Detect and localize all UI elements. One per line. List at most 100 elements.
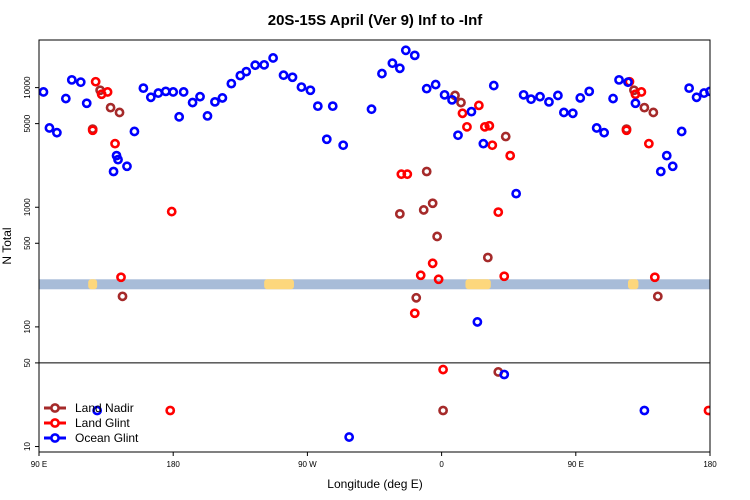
ocean-glint-point — [466, 106, 477, 117]
ocean-glint-point — [168, 87, 179, 97]
x-tick-label: 180 — [167, 460, 181, 469]
land-nadir-point — [427, 198, 438, 209]
land-surface-band — [264, 279, 294, 290]
legend-marker — [50, 403, 60, 413]
ocean-glint-point — [296, 82, 307, 92]
ocean-glint-point — [691, 92, 702, 103]
ocean-glint-point — [108, 166, 119, 177]
ocean-glint-point — [241, 66, 252, 77]
land-glint-point — [457, 108, 468, 119]
land-nadir-point — [500, 131, 511, 142]
ocean-glint-point — [51, 127, 62, 138]
land-nadir-point — [652, 291, 663, 302]
ocean-glint-point — [129, 126, 140, 137]
land-glint-point — [409, 308, 420, 319]
ocean-glint-point — [160, 86, 171, 97]
ocean-surface-band — [39, 279, 710, 290]
ocean-glint-point — [544, 96, 554, 107]
ocean-glint-point — [409, 50, 420, 61]
ocean-glint-point — [327, 101, 338, 112]
ocean-glint-point — [226, 78, 237, 89]
land-glint-point — [87, 125, 98, 136]
ocean-glint-point — [66, 74, 77, 85]
ocean-glint-point — [153, 88, 164, 98]
land-glint-point — [462, 121, 472, 132]
ocean-glint-point — [187, 97, 198, 108]
ocean-glint-point — [202, 111, 213, 121]
ocean-glint-point — [558, 107, 569, 118]
ocean-glint-point — [312, 101, 323, 112]
land-nadir-point — [482, 252, 493, 263]
ocean-glint-point — [608, 93, 618, 104]
ocean-glint-point — [39, 87, 49, 97]
land-glint-point — [621, 125, 632, 136]
land-glint-point — [116, 272, 126, 283]
ocean-glint-point — [478, 138, 489, 149]
y-tick-label: 50 — [23, 358, 32, 367]
legend-marker — [50, 418, 60, 428]
land-surface-band — [465, 279, 491, 290]
land-glint-point — [649, 272, 660, 283]
ocean-glint-point — [259, 59, 270, 70]
ocean-glint-point — [122, 161, 132, 172]
ocean-glint-point — [250, 60, 261, 71]
ocean-glint-point — [111, 150, 122, 161]
x-axis-label: Longitude (deg E) — [327, 477, 422, 491]
ocean-glint-point — [60, 93, 71, 104]
land-nadir-point — [411, 292, 422, 303]
plot-frame — [38, 39, 711, 453]
land-nadir-point — [105, 102, 116, 113]
land-glint-point — [415, 270, 426, 281]
y-tick-label: 1000 — [23, 198, 32, 216]
series-land-glint — [87, 76, 710, 416]
ocean-glint-point — [684, 83, 695, 94]
ocean-glint-point — [210, 96, 220, 107]
ocean-glint-point — [394, 63, 405, 74]
ocean-glint-point — [623, 77, 633, 88]
ocean-glint-point — [553, 90, 563, 101]
land-glint-point — [110, 138, 120, 149]
x-axis: 90 E 180 90 W 0 90 E 180 — [31, 452, 717, 469]
ocean-glint-point — [321, 134, 332, 145]
ocean-glint-point — [195, 91, 205, 102]
ocean-glint-point — [630, 98, 641, 109]
x-tick-label: 0 — [439, 460, 444, 469]
legend-item-ocean-glint: Ocean Glint — [44, 431, 139, 445]
ocean-glint-point — [599, 127, 610, 138]
ocean-glint-point — [174, 111, 185, 122]
ocean-glint-point — [377, 68, 387, 79]
y-tick-label: 10000 — [23, 76, 32, 99]
land-glint-point — [643, 138, 654, 149]
ocean-glint-point — [178, 87, 189, 97]
land-surface-band — [627, 279, 639, 290]
plot-area — [39, 45, 710, 442]
ocean-glint-point — [366, 104, 377, 115]
chart-title: 20S-15S April (Ver 9) Inf to -Inf — [268, 12, 483, 29]
land-glint-point — [493, 207, 504, 218]
series-ocean-glint — [39, 45, 710, 442]
land-glint-point — [165, 405, 176, 416]
land-glint-point — [505, 150, 516, 161]
land-glint-point — [473, 100, 484, 111]
ocean-glint-point — [661, 150, 672, 161]
ocean-glint-point — [81, 98, 92, 109]
ocean-glint-point — [567, 108, 578, 119]
x-tick-label: 180 — [703, 460, 717, 469]
land-glint-point — [479, 121, 490, 132]
legend-label: Land Nadir — [75, 401, 134, 415]
y-axis-label: N Total — [0, 227, 14, 264]
ocean-glint-point — [655, 166, 666, 177]
ocean-glint-point — [575, 93, 586, 103]
ocean-glint-point — [338, 140, 349, 151]
land-glint-point — [433, 274, 444, 285]
legend-label: Ocean Glint — [75, 431, 139, 445]
land-glint-point — [636, 87, 647, 97]
ocean-glint-point — [430, 79, 441, 90]
land-glint-point — [166, 206, 177, 217]
ocean-glint-point — [92, 405, 103, 416]
land-glint-point — [402, 169, 413, 180]
y-tick-label: 5000 — [23, 114, 32, 132]
land-surface-band — [88, 279, 98, 290]
